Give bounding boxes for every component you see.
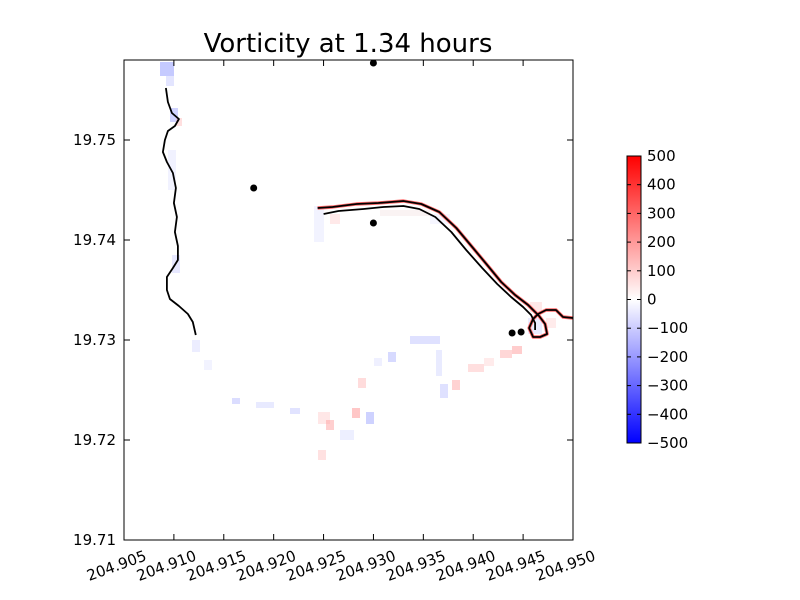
y-tick-label: 19.75 [73, 131, 116, 149]
vorticity-cell [204, 360, 212, 370]
vorticity-cell [176, 118, 182, 126]
coastline-east-outer [317, 200, 573, 338]
vorticity-cell [430, 214, 450, 224]
vorticity-cell [160, 62, 174, 76]
y-axis: 19.71 19.72 19.73 19.74 19.75 [73, 131, 573, 549]
vorticity-cell [318, 450, 326, 460]
vorticity-cell [388, 352, 396, 362]
coastline [162, 87, 573, 339]
vorticity-cell [232, 398, 240, 404]
colorbar-ticks: 500 400 300 200 100 0 −100 −200 −300 −400 −500 [627, 147, 688, 452]
vorticity-cell [366, 412, 374, 424]
vorticity-cell [340, 430, 354, 440]
y-tick-label: 19.73 [73, 331, 116, 349]
vorticity-cell [484, 358, 494, 366]
plot-frame [123, 59, 574, 541]
plot-background [124, 60, 573, 540]
vorticity-cell [326, 420, 334, 430]
station-point [250, 184, 258, 192]
colorbar-tick-label: −200 [647, 348, 688, 366]
vorticity-cell [358, 378, 366, 388]
colorbar-tick-label: 0 [647, 291, 657, 309]
station-point [369, 219, 377, 227]
vorticity-cell [512, 346, 522, 354]
vorticity-cell [530, 302, 542, 312]
station-point [517, 328, 525, 336]
station-points [250, 59, 525, 337]
vorticity-cell [352, 408, 360, 418]
vorticity-cell [500, 350, 512, 358]
vorticity-cell [436, 350, 442, 376]
vorticity-cell [330, 214, 340, 224]
y-tick-label: 19.74 [73, 231, 116, 249]
colorbar-tick-label: −400 [647, 405, 688, 423]
coastline-west [162, 87, 197, 336]
colorbar-tick-label: 400 [647, 176, 676, 194]
vorticity-cell [452, 380, 460, 390]
vorticity-cell [546, 318, 556, 328]
colorbar-tick-label: −300 [647, 377, 688, 395]
colorbar: 500 400 300 200 100 0 −100 −200 −300 −400 −500 [626, 147, 688, 452]
vorticity-cell [256, 402, 274, 408]
station-point [508, 329, 516, 337]
colorbar-tick-label: −100 [647, 319, 688, 337]
colorbar-tick-label: 100 [647, 262, 676, 280]
coastline-east-inner [323, 205, 536, 330]
vorticity-cell [314, 206, 324, 242]
colorbar-tick-label: 500 [647, 147, 676, 165]
vorticity-cell [374, 358, 382, 366]
vorticity-cell [166, 76, 174, 86]
vorticity-cell [380, 210, 430, 216]
vorticity-cell [410, 336, 440, 344]
colorbar-tick-label: −500 [647, 434, 688, 452]
colorbar-tick-label: 300 [647, 204, 676, 222]
vorticity-cell [468, 364, 484, 372]
colorbar-tick-label: 200 [647, 233, 676, 251]
chart-title: Vorticity at 1.34 hours [204, 29, 493, 59]
y-tick-label: 19.72 [73, 431, 116, 449]
y-tick-label: 19.71 [73, 531, 116, 549]
vorticity-cell [290, 408, 300, 414]
vorticity-cell [192, 340, 200, 352]
vorticity-cell [440, 384, 448, 398]
